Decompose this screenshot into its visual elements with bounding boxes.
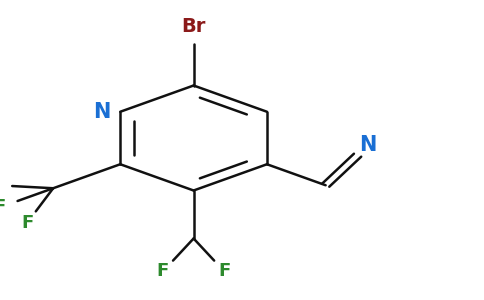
- Text: F: F: [0, 198, 6, 216]
- Text: N: N: [93, 102, 110, 122]
- Text: N: N: [360, 135, 377, 155]
- Text: F: F: [218, 262, 230, 280]
- Text: F: F: [21, 214, 33, 232]
- Text: F: F: [157, 262, 169, 280]
- Text: Br: Br: [182, 17, 206, 36]
